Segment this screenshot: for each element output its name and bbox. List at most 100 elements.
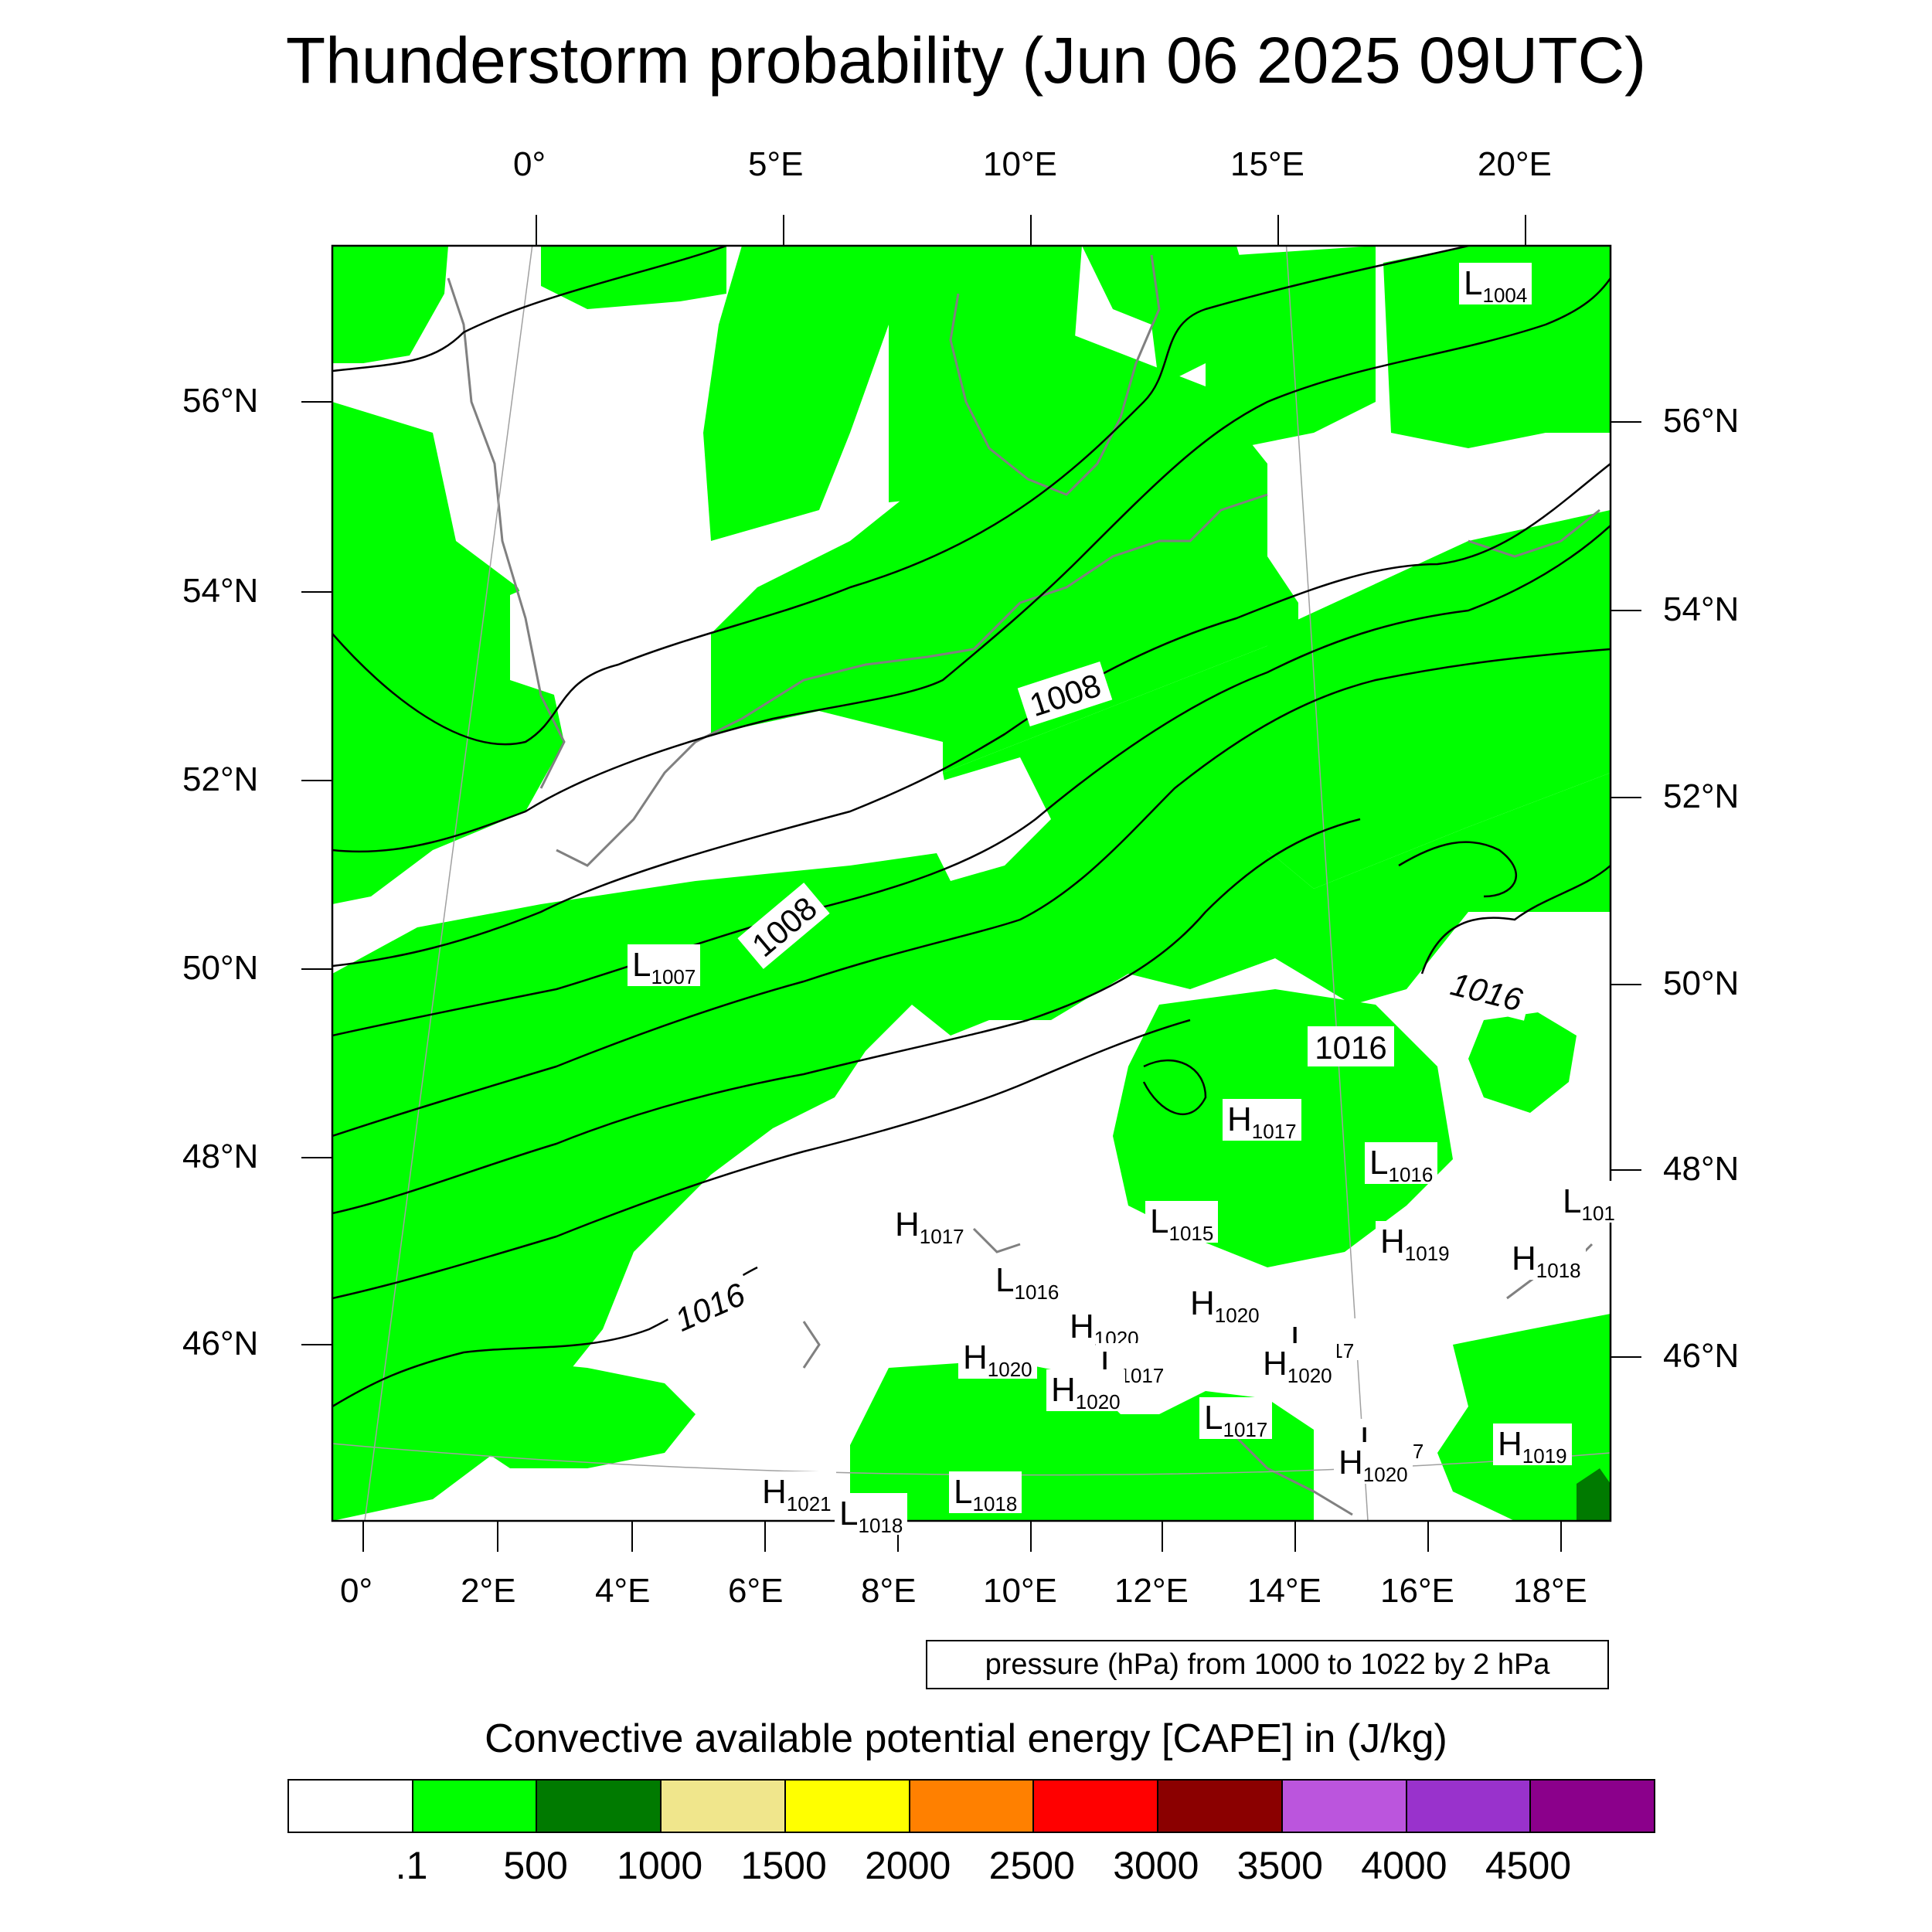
map-frame <box>331 244 1612 1522</box>
pressure-center-value: 1017 <box>919 1225 964 1248</box>
isobar-label: 1016 <box>1447 965 1527 1018</box>
pressure-center-letter: H <box>1338 1444 1363 1481</box>
pressure-center-letter: L <box>839 1495 859 1532</box>
colorbar-tick-label: 2000 <box>865 1844 951 1887</box>
pressure-center-label: L1018 <box>949 1471 1022 1515</box>
pressure-center-letter: L <box>1204 1399 1223 1437</box>
left-axis-label: 54°N <box>182 572 259 610</box>
pressure-center-label: L1016 <box>1365 1142 1438 1186</box>
pressure-center-value: 1017 <box>1223 1418 1268 1441</box>
pressure-center-letter: L <box>1369 1144 1389 1182</box>
pressure-center-value: 1007 <box>651 965 696 988</box>
colorbar-tick-label: .1 <box>395 1844 428 1887</box>
colorbar-swatch <box>1282 1781 1407 1832</box>
pressure-center-letter: H <box>1070 1308 1094 1345</box>
colorbar-tick-label: 4000 <box>1361 1844 1447 1887</box>
colorbar-swatch <box>910 1781 1035 1832</box>
colorbar <box>287 1779 1655 1833</box>
pressure-center-label: H1019 <box>1376 1221 1454 1265</box>
contour-note: pressure (hPa) from 1000 to 1022 by 2 hP… <box>926 1640 1609 1689</box>
colorbar-swatch <box>289 1781 413 1832</box>
pressure-center-value: 1019 <box>1404 1242 1450 1265</box>
colorbar-tick-label: 2500 <box>988 1844 1075 1887</box>
pressure-center-value: 1020 <box>987 1358 1032 1381</box>
top-axis-label: 10°E <box>983 145 1057 183</box>
colorbar-swatch <box>662 1781 786 1832</box>
pressure-center-label: L1016 <box>991 1260 1064 1304</box>
colorbar-swatch <box>537 1781 662 1832</box>
pressure-center-letter: H <box>1498 1425 1522 1463</box>
bottom-axis-label: 8°E <box>861 1572 917 1610</box>
pressure-center-label: H1020 <box>1185 1283 1264 1327</box>
pressure-center-value: 1004 <box>1482 284 1528 307</box>
pressure-center-label: L1004 <box>1459 263 1532 307</box>
pressure-center-letter: H <box>963 1338 988 1376</box>
right-axis-label: 50°N <box>1663 964 1740 1002</box>
pressure-center-label: H1020 <box>1258 1343 1337 1387</box>
colorbar-swatch <box>785 1781 910 1832</box>
pressure-center-value: 1017 <box>1251 1120 1297 1143</box>
pressure-center-label: H1020 <box>1065 1306 1144 1350</box>
pressure-center-label: H1019 <box>1493 1423 1572 1468</box>
pressure-center-value: 1020 <box>1075 1390 1121 1413</box>
bottom-axis-label: 4°E <box>595 1572 651 1610</box>
pressure-center-value: 1018 <box>972 1492 1018 1515</box>
pressure-center-letter: L <box>995 1261 1015 1299</box>
pressure-center-letter: H <box>1051 1371 1076 1409</box>
map-title: Thunderstorm probability (Jun 06 2025 09… <box>285 24 1647 97</box>
pressure-center-value: 1020 <box>1287 1364 1332 1387</box>
pressure-center-label: L1007 <box>628 944 701 988</box>
bottom-axis-label: 2°E <box>461 1572 516 1610</box>
pressure-center-value: 1016 <box>1014 1281 1060 1304</box>
pressure-center-letter: H <box>1263 1345 1287 1383</box>
pressure-center-value: 1018 <box>858 1514 903 1537</box>
bottom-axis-label: 6°E <box>728 1572 784 1610</box>
isobars <box>332 246 1611 1408</box>
pressure-center-label: L101 <box>1558 1181 1620 1225</box>
right-axis-label: 54°N <box>1663 590 1740 628</box>
pressure-center-label: L1018 <box>835 1493 908 1537</box>
pressure-center-letter: L <box>1563 1182 1582 1220</box>
colorbar-tick-label: 4500 <box>1485 1844 1572 1887</box>
pressure-center-letter: H <box>1227 1100 1252 1138</box>
pressure-center-letter: H <box>762 1473 787 1511</box>
left-axis-label: 56°N <box>182 382 259 420</box>
pressure-center-value: 1020 <box>1362 1463 1408 1486</box>
top-axis-label: 5°E <box>748 145 804 183</box>
pressure-center-letter: H <box>895 1206 920 1243</box>
pressure-center-label: L1017 <box>1199 1397 1273 1441</box>
colorbar-swatch <box>1406 1781 1532 1832</box>
pressure-center-letter: H <box>1512 1240 1536 1277</box>
pressure-center-letter: L <box>1464 264 1483 302</box>
pressure-center-label: H1018 <box>1507 1238 1586 1282</box>
pressure-center-letter: L <box>1150 1202 1169 1240</box>
isobar-label: 1016 <box>1315 1029 1386 1066</box>
top-axis-label: 15°E <box>1230 145 1304 183</box>
pressure-center-letter: H <box>1380 1223 1405 1260</box>
right-axis-label: 56°N <box>1663 402 1740 440</box>
colorbar-swatch <box>413 1781 538 1832</box>
pressure-center-label: H1020 <box>1334 1442 1413 1486</box>
colorbar-tick-label: 3500 <box>1236 1844 1323 1887</box>
colorbar-labels: .1 500 1000 1500 2000 2500 3000 3500 4000 4500 <box>287 1843 1652 1889</box>
pressure-center-value: 1017 <box>1119 1364 1165 1387</box>
top-axis-label: 0° <box>513 145 546 183</box>
pressure-center-label: H1021 <box>757 1471 836 1515</box>
pressure-center-value: 1020 <box>1214 1304 1260 1327</box>
colorbar-tick-label: 500 <box>503 1844 568 1887</box>
colorbar-tick-label: 1500 <box>740 1844 827 1887</box>
pressure-center-label: H1017 <box>890 1204 969 1248</box>
pressure-center-value: 1016 <box>1388 1163 1434 1186</box>
pressure-center-label: H1020 <box>958 1337 1037 1381</box>
right-axis-label: 52°N <box>1663 777 1740 815</box>
pressure-center-value: 1018 <box>1536 1259 1581 1282</box>
left-axis-label: 50°N <box>182 949 259 987</box>
left-axis-label: 52°N <box>182 760 259 798</box>
bottom-axis-label: 18°E <box>1513 1572 1587 1610</box>
colorbar-swatch <box>1531 1781 1655 1832</box>
pressure-center-label: H1020 <box>1046 1369 1125 1413</box>
left-axis-label: 46°N <box>182 1325 259 1362</box>
right-axis-label: 48°N <box>1663 1150 1740 1188</box>
colorbar-tick-label: 1000 <box>617 1844 703 1887</box>
left-axis-label: 48°N <box>182 1138 259 1175</box>
